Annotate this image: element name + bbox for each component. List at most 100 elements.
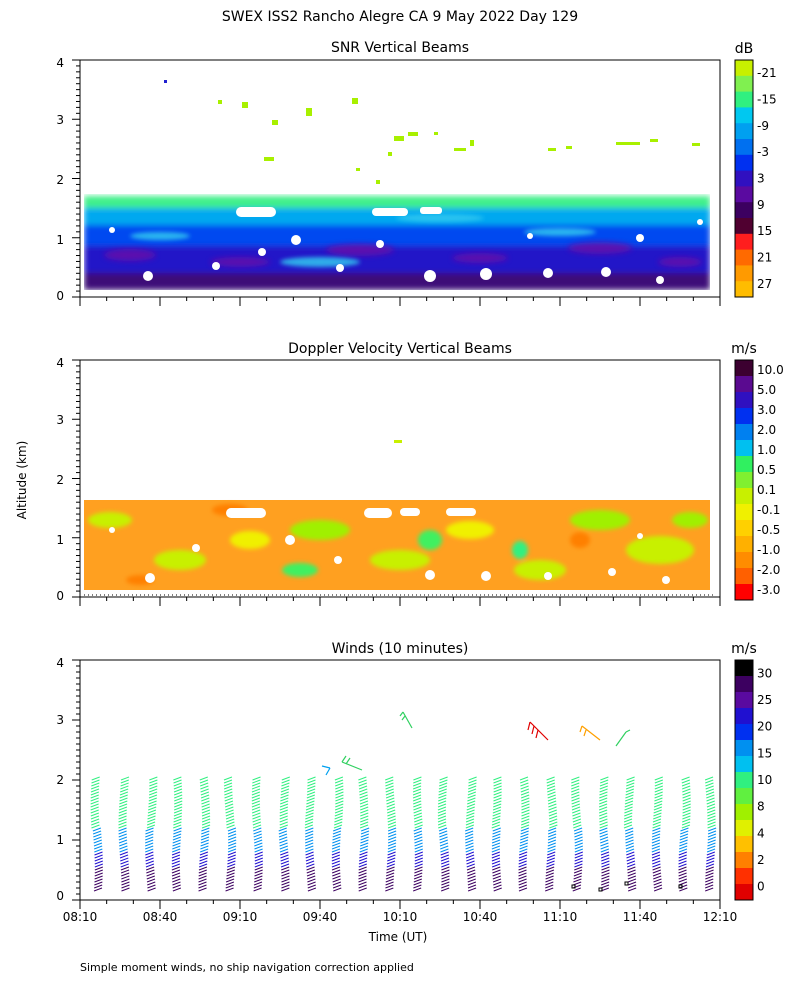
snr-speck [352,98,358,104]
wind-barb [625,833,634,838]
wind-barb [280,863,290,868]
wind-barb [90,818,100,823]
colorbar-cell [735,265,753,282]
snr-gap [543,268,553,278]
wind-barb [412,794,422,799]
wind-barb [224,791,233,796]
wind-profile [144,776,158,892]
colorbar-label: 27 [757,277,772,291]
wind-barb [227,845,237,850]
wind-barb [307,788,316,793]
wind-barb [678,851,688,856]
wind-barb [598,809,608,814]
snr-blob [210,257,270,267]
wind-barb [466,809,475,814]
wind-barb [627,866,636,871]
wind-barb [171,851,181,856]
wind-barb [146,878,156,883]
wind-barb [226,818,235,823]
wind-barb [599,827,608,832]
colorbar-cell [735,249,753,266]
colorbar-cell [735,676,753,693]
wind-barb [623,821,633,826]
wind-barb [438,794,447,799]
colorbar-label: 10 [757,773,772,787]
wind-barb [94,851,103,856]
wind-barb [332,836,341,841]
wind-barb [678,857,687,862]
wind-barb [548,815,558,820]
wind-barb [518,869,527,874]
colorbar-cell [735,154,753,172]
wind-barb [173,809,183,814]
wind-barb [360,818,369,823]
wind-barb [493,782,502,787]
wind-barb [624,803,633,808]
wind-barb [437,800,447,805]
wind-barb [467,788,477,793]
wind-barb [678,872,687,877]
colorbar-cell [735,708,753,725]
wind-barb [358,857,368,862]
wind-barb [681,821,691,826]
wind-barb [90,791,100,796]
wind-barb [492,827,501,832]
wind-barb [491,857,501,862]
wind-barb [601,872,610,877]
wind-barb [601,878,610,883]
wind-barb [521,797,530,802]
wind-barb [413,800,422,805]
wind-barb [333,887,342,892]
wind-barb [491,860,501,865]
wind-barb [682,806,691,811]
upper-barb [341,755,363,771]
wind-profile [704,776,717,892]
doppler-gap [364,508,392,518]
wind-barb [252,779,261,784]
wind-barb [413,884,422,889]
wind-barb [201,827,210,832]
wind-barb [148,794,158,799]
wind-barb [521,800,530,805]
wind-barb [307,881,316,886]
wind-barb [681,776,690,781]
snr-speck [616,142,640,145]
colorbar-label: 25 [757,693,772,707]
doppler-gap [285,535,295,545]
wind-barb [493,797,502,802]
colorbar-cell [735,202,753,219]
wind-barb [358,872,367,877]
doppler-blob [418,530,442,550]
wind-barb [520,794,530,799]
wind-profile [412,776,424,892]
wind-barb [385,878,394,883]
wind-barb [706,806,716,811]
wind-barb [547,842,556,847]
colorbar-cell [735,107,753,124]
wind-barb [278,830,288,835]
snr-speck [272,120,278,125]
wind-barb [413,779,422,784]
wind-barb [466,860,475,865]
wind-barb [625,845,635,850]
wind-barb [307,779,316,784]
wind-barb [600,842,609,847]
wind-barb [306,872,316,877]
wind-barb [149,782,158,787]
wind-barb [334,806,344,811]
wind-barb [600,848,610,853]
wind-barb [413,827,422,832]
wind-barb [198,881,207,886]
xtick-label: 12:10 [703,910,738,924]
wind-barb [173,785,183,790]
wind-barb [254,857,264,862]
wind-barb [385,779,394,784]
wind-barb [493,803,502,808]
wind-barb [94,872,103,877]
wind-barb [305,842,314,847]
wind-barb [574,833,583,838]
wind-barb [252,776,261,781]
wind-barb [706,794,715,799]
wind-barb [491,863,501,868]
wind-barb [201,821,211,826]
